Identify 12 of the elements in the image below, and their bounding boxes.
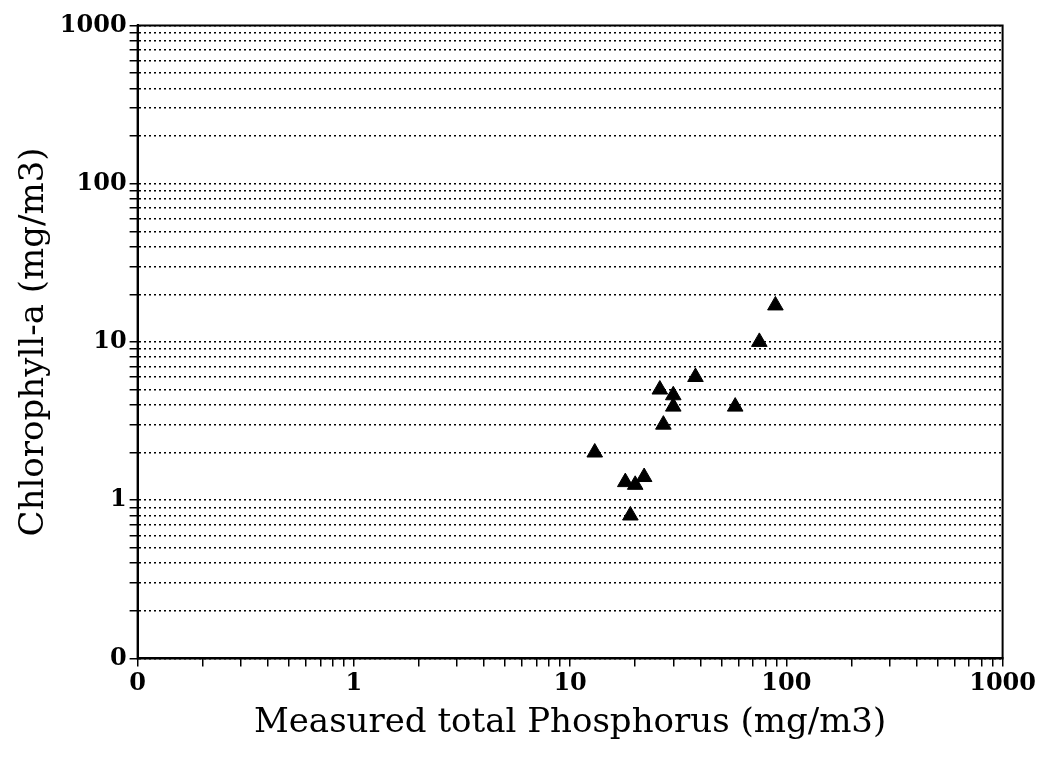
- y-axis-title: Chlorophyll-a (mg/m3): [11, 147, 52, 537]
- y-tick-label: 1: [109, 483, 127, 513]
- y-tick-label: 100: [76, 166, 127, 196]
- y-tick-label: 10: [93, 325, 127, 355]
- x-tick-label: 1000: [969, 667, 1036, 697]
- x-tick-label: 0: [129, 667, 146, 697]
- y-tick-label: 0: [109, 641, 127, 671]
- y-tick-label: 1000: [59, 8, 127, 38]
- x-tick-label: 1: [345, 667, 363, 697]
- x-axis-title: Measured total Phosphorus (mg/m3): [253, 700, 887, 741]
- x-tick-label: 10: [553, 667, 587, 697]
- x-tick-label: 100: [761, 667, 812, 697]
